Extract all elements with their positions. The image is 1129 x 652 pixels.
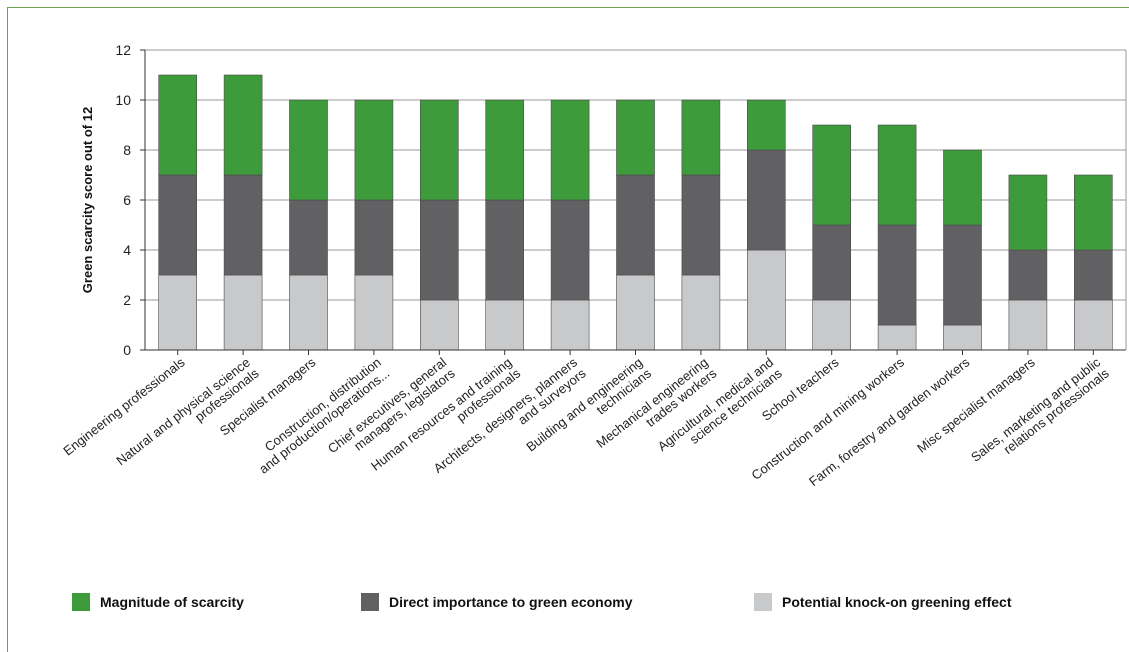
legend-item-knock-on: Potential knock-on greening effect xyxy=(754,593,1011,611)
bar-segment xyxy=(746,149,786,251)
y-axis-label: Green scarcity score out of 12 xyxy=(80,107,95,293)
legend-item-scarcity: Magnitude of scarcity xyxy=(72,593,244,611)
legend-swatch-direct-importance xyxy=(361,593,379,611)
x-tick-label: Engineering professionals xyxy=(60,354,188,458)
bar-segment xyxy=(746,249,786,351)
bar-segment xyxy=(419,299,459,351)
bar-segment xyxy=(812,124,852,226)
y-tick-label: 6 xyxy=(123,192,131,208)
legend-label-scarcity: Magnitude of scarcity xyxy=(100,594,244,610)
bar-segment xyxy=(877,124,917,226)
y-tick-label: 2 xyxy=(123,292,131,308)
bar-segment xyxy=(616,174,655,276)
bar-segment xyxy=(289,274,328,351)
x-tick-label: Sales, marketing and publicrelations pro… xyxy=(968,354,1112,475)
bar-segment xyxy=(419,99,459,201)
bar-segment xyxy=(812,299,852,351)
y-tick-label: 12 xyxy=(115,42,131,58)
bar-segment xyxy=(289,199,328,276)
bar-segment xyxy=(158,174,197,276)
bar-segment xyxy=(485,99,525,201)
bar-segment xyxy=(223,274,263,351)
bar-segment xyxy=(289,99,328,201)
bar-segment xyxy=(550,99,590,201)
bar-segment xyxy=(158,74,197,176)
bar-segment xyxy=(681,274,721,351)
legend-swatch-knock-on xyxy=(754,593,772,611)
bar-segment xyxy=(877,224,917,326)
bar-segment xyxy=(877,324,917,351)
bar-segment xyxy=(419,199,459,301)
bar-segment xyxy=(681,174,721,276)
bar-segment xyxy=(1008,299,1048,351)
bar-segment xyxy=(616,99,655,176)
bar-segment xyxy=(485,299,525,351)
bar-segment xyxy=(812,224,852,301)
y-tick-label: 10 xyxy=(115,92,131,108)
bars xyxy=(158,74,1113,351)
bar-segment xyxy=(550,299,590,351)
bar-segment xyxy=(943,324,982,351)
legend-label-knock-on: Potential knock-on greening effect xyxy=(782,594,1012,610)
bar-segment xyxy=(485,199,525,301)
bar-segment xyxy=(354,99,394,201)
bar-segment xyxy=(354,199,394,276)
bar-segment xyxy=(1008,249,1048,301)
bar-segment xyxy=(550,199,590,301)
y-tick-label: 0 xyxy=(123,342,131,358)
chart-frame xyxy=(7,7,1129,652)
legend-label-direct-importance: Direct importance to green economy xyxy=(389,594,633,610)
y-tick-label: 4 xyxy=(123,242,131,258)
bar-segment xyxy=(1074,249,1113,301)
bar-segment xyxy=(943,149,982,226)
bar-segment xyxy=(223,174,263,276)
bar-segment xyxy=(681,99,721,176)
y-tick-label: 8 xyxy=(123,142,131,158)
legend-swatch-scarcity xyxy=(72,593,90,611)
bar-segment xyxy=(1008,174,1048,251)
bar-segment xyxy=(223,74,263,176)
bar-segment xyxy=(746,99,786,151)
bar-segment xyxy=(354,274,394,351)
bar-segment xyxy=(943,224,982,326)
bar-segment xyxy=(158,274,197,351)
bar-segment xyxy=(1074,174,1113,251)
bar-segment xyxy=(1074,299,1113,351)
legend-item-direct-importance: Direct importance to green economy xyxy=(361,593,633,611)
bar-segment xyxy=(616,274,655,351)
